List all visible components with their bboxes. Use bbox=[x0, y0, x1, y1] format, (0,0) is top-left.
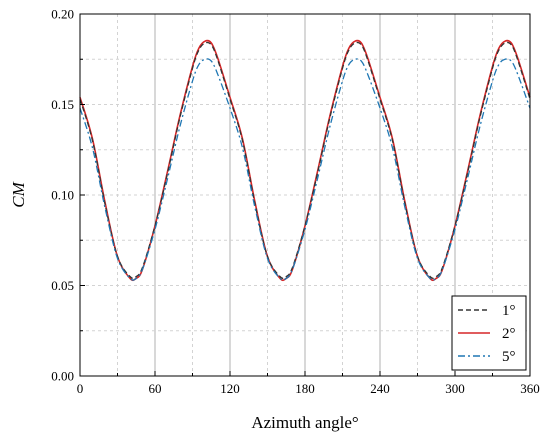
grid bbox=[80, 14, 530, 376]
legend-label: 2° bbox=[502, 326, 516, 342]
y-tick-label: 0.05 bbox=[51, 278, 74, 293]
x-tick-label: 300 bbox=[445, 381, 465, 396]
x-tick-label: 120 bbox=[220, 381, 240, 396]
x-tick-label: 240 bbox=[370, 381, 390, 396]
x-tick-label: 180 bbox=[295, 381, 315, 396]
ticks: 0 60 120 180 240 300 360 0.00 0.05 0.10 0.15 0.20 bbox=[51, 7, 540, 397]
legend-label: 1° bbox=[502, 303, 516, 319]
x-tick-label: 0 bbox=[77, 381, 84, 396]
y-tick-label: 0.10 bbox=[51, 188, 74, 203]
y-tick-label: 0.00 bbox=[51, 369, 74, 384]
y-tick-label: 0.20 bbox=[51, 7, 74, 22]
x-tick-label: 60 bbox=[149, 381, 162, 396]
series-line-1 bbox=[79, 39, 531, 282]
series-lines bbox=[79, 39, 531, 282]
x-tick-label: 360 bbox=[520, 381, 540, 396]
legend-label: 5° bbox=[502, 349, 516, 365]
legend: 1° 2° 5° bbox=[451, 295, 527, 371]
series-line-2 bbox=[79, 58, 531, 281]
y-axis-label: CM bbox=[9, 181, 28, 207]
x-axis-label: Azimuth angle° bbox=[251, 413, 358, 432]
y-tick-label: 0.15 bbox=[51, 97, 74, 112]
